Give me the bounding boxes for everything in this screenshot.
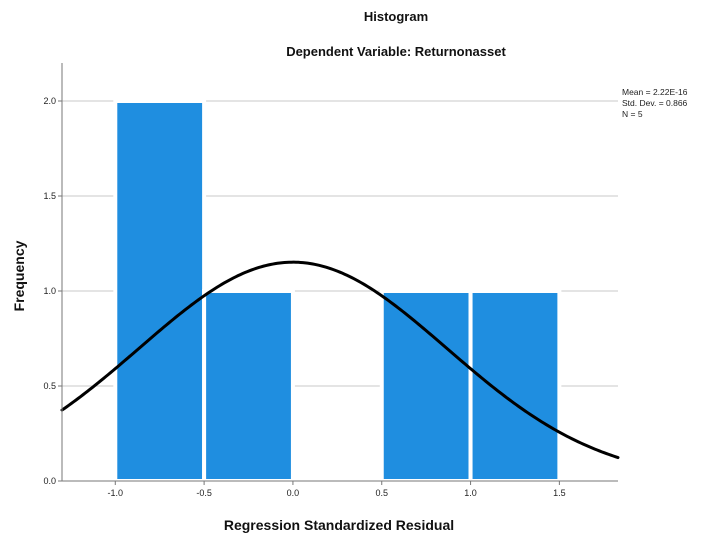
axes <box>58 63 618 485</box>
x-axis-label: Regression Standardized Residual <box>224 517 454 533</box>
histogram-bar <box>379 289 473 483</box>
y-tick-label: 0.0 <box>43 476 56 486</box>
mean-label: Mean = 2.22E-16 <box>622 87 688 97</box>
std-dev-label: Std. Dev. = 0.866 <box>622 98 688 108</box>
histogram-bar <box>113 99 207 483</box>
normal-curve <box>60 260 620 460</box>
x-tick-label: 0.0 <box>287 488 300 498</box>
histogram-bar <box>468 289 562 483</box>
x-tick-label: 0.5 <box>375 488 388 498</box>
y-axis-label: Frequency <box>11 240 27 311</box>
n-label: N = 5 <box>622 109 643 119</box>
tick-labels: -1.0 -0.5 0.0 0.5 1.0 1.5 0.0 0.5 1.0 1.5 2.0 <box>43 96 565 498</box>
y-tick-label: 1.5 <box>43 191 56 201</box>
y-tick-label: 0.5 <box>43 381 56 391</box>
histogram-bar <box>202 289 295 483</box>
x-tick-label: -1.0 <box>108 488 124 498</box>
x-tick-label: -0.5 <box>196 488 212 498</box>
x-tick-label: 1.5 <box>553 488 566 498</box>
normal-curve-layer <box>60 260 620 460</box>
chart-subtitle: Dependent Variable: Returnonasset <box>286 44 506 59</box>
y-tick-label: 2.0 <box>43 96 56 106</box>
x-tick-label: 1.0 <box>464 488 477 498</box>
chart-title: Histogram <box>364 9 428 24</box>
y-tick-label: 1.0 <box>43 286 56 296</box>
